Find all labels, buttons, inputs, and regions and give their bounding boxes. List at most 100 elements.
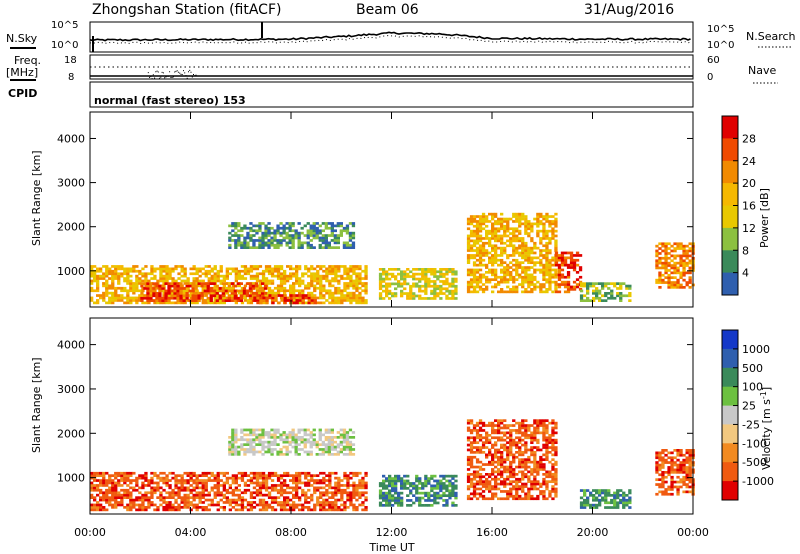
power-cell	[219, 265, 223, 268]
power-cell	[240, 274, 245, 278]
velocity-cell	[310, 474, 314, 477]
power-cell	[337, 289, 341, 293]
power-cell	[264, 234, 268, 237]
power-cell	[144, 279, 148, 283]
power-cell	[307, 291, 311, 295]
power-cell	[530, 290, 534, 294]
velocity-cell	[90, 503, 94, 507]
power-cell	[349, 294, 353, 297]
power-cell	[475, 258, 480, 262]
velocity-cell	[342, 436, 347, 439]
power-cell	[258, 272, 263, 276]
velocity-cell	[475, 480, 480, 483]
power-cell	[475, 268, 480, 272]
power-cell	[318, 229, 322, 233]
power-cell	[213, 274, 217, 278]
power-cell	[430, 289, 434, 293]
velocity-cell	[327, 445, 331, 449]
power-cell	[403, 277, 407, 281]
power-cell	[216, 269, 220, 273]
velocity-cell	[533, 458, 537, 461]
power-cell	[679, 244, 683, 248]
velocity-cell	[171, 471, 175, 475]
velocity-cell	[279, 453, 283, 456]
power-cell	[295, 267, 299, 271]
power-cell	[346, 267, 350, 271]
power-cell	[279, 284, 284, 288]
power-cell	[451, 297, 455, 300]
velocity-cell	[491, 477, 495, 481]
power-cell	[688, 261, 692, 265]
power-cell	[155, 296, 159, 300]
power-cell	[451, 292, 455, 295]
velocity-cell	[481, 463, 486, 466]
power-cell	[316, 265, 320, 268]
velocity-cell	[307, 474, 311, 477]
power-cell	[164, 282, 168, 285]
power-cell	[503, 234, 507, 238]
power-cell	[661, 244, 665, 248]
power-cell	[264, 267, 269, 271]
velocity-cell	[500, 451, 504, 454]
velocity-cell	[90, 476, 94, 480]
power-cell	[255, 267, 260, 271]
velocity-cell	[204, 471, 208, 475]
power-cell	[673, 261, 677, 265]
power-cell	[391, 292, 395, 295]
power-cell	[349, 279, 353, 283]
velocity-cell	[225, 498, 229, 502]
power-cell	[96, 299, 100, 302]
velocity-cell	[403, 487, 407, 490]
power-cell	[132, 284, 136, 288]
velocity-cell	[337, 491, 341, 495]
power-cell	[445, 272, 449, 276]
power-cell	[551, 234, 555, 238]
power-cell	[267, 243, 271, 247]
power-cell	[291, 239, 295, 242]
velocity-cell	[352, 471, 356, 475]
power-cell	[155, 284, 159, 288]
velocity-cell	[352, 491, 356, 495]
velocity-cell	[255, 479, 260, 482]
power-cell	[685, 271, 689, 275]
velocity-cell	[279, 448, 283, 451]
power-cell	[153, 284, 157, 288]
power-cell	[415, 294, 419, 298]
power-cell	[331, 269, 335, 273]
power-cell	[213, 301, 217, 305]
power-cell	[542, 278, 546, 281]
velocity-cell	[252, 445, 256, 449]
power-cell	[313, 267, 317, 271]
power-cell	[554, 241, 558, 245]
velocity-cell	[351, 431, 356, 434]
velocity-cell	[289, 491, 293, 495]
power-cell	[385, 272, 389, 276]
power-cell	[539, 254, 543, 257]
power-cell	[225, 277, 229, 280]
velocity-cell	[400, 501, 404, 505]
velocity-cell	[625, 494, 629, 497]
velocity-cell	[120, 471, 124, 475]
power-cell	[138, 279, 142, 283]
velocity-cell	[469, 477, 474, 481]
power-cell	[506, 224, 510, 228]
velocity-cell	[439, 487, 443, 490]
power-cell	[159, 265, 163, 268]
power-cell	[394, 282, 398, 286]
power-cell	[114, 286, 118, 290]
velocity-cell	[201, 491, 205, 495]
power-cell	[162, 301, 166, 305]
power-cell	[469, 222, 474, 226]
power-cell	[306, 236, 310, 240]
power-cell	[207, 291, 211, 295]
power-cell	[355, 282, 359, 285]
power-cell	[171, 267, 175, 271]
velocity-cell	[388, 499, 392, 502]
power-cell	[251, 284, 256, 288]
power-cell	[227, 289, 231, 293]
velocity-cell	[342, 448, 347, 451]
power-cell	[276, 246, 280, 249]
velocity-cell	[240, 471, 245, 475]
power-cell	[267, 279, 272, 283]
velocity-cell	[141, 506, 145, 509]
